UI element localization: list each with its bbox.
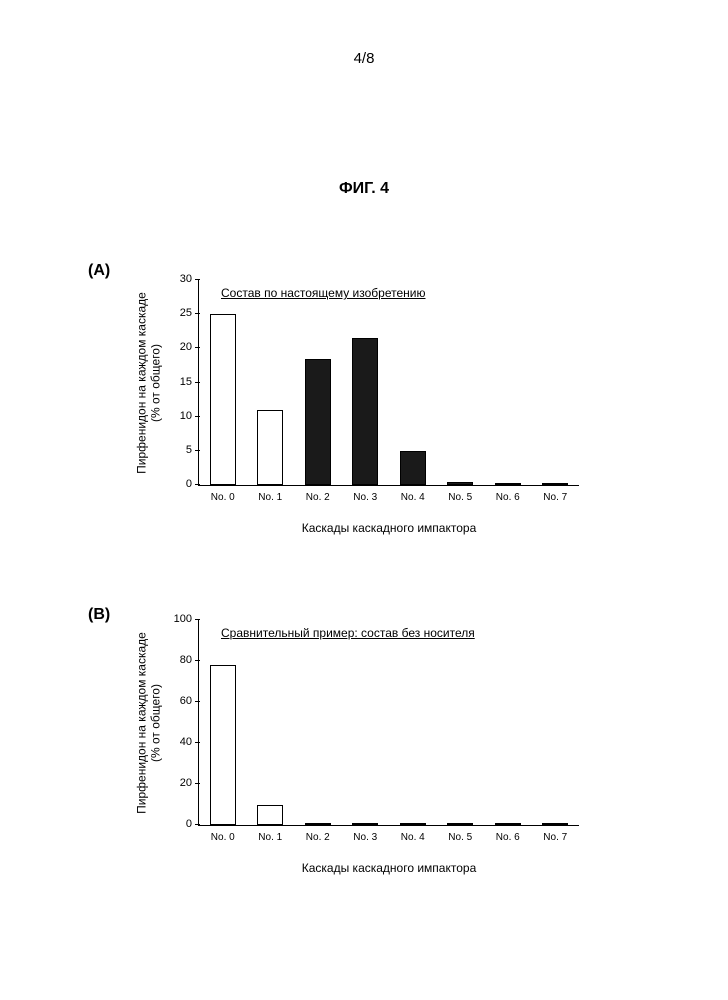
bar [210, 314, 236, 485]
xtick-label: No. 6 [496, 492, 520, 503]
chart-b-xlabel: Каскады каскадного импактора [302, 861, 477, 875]
xtick-label: No. 3 [353, 832, 377, 843]
ytick: 80 [164, 654, 192, 666]
panel-b-letter: (B) [88, 606, 110, 624]
bar [257, 805, 283, 826]
xtick-label: No. 7 [543, 832, 567, 843]
chart-b: Сравнительный пример: состав без носител… [198, 620, 579, 826]
bar [210, 665, 236, 825]
chart-a-title: Состав по настоящему изобретению [221, 286, 426, 300]
bar [305, 823, 331, 825]
chart-b-ylabel: Пирфенидон на каждом каскаде (% от общег… [135, 628, 164, 818]
xtick-label: No. 4 [401, 492, 425, 503]
bar [352, 338, 378, 485]
xtick-label: No. 2 [306, 832, 330, 843]
ytick: 20 [164, 777, 192, 789]
bar [542, 823, 568, 825]
chart-a-ylabel: Пирфенидон на каждом каскаде (% от общег… [135, 288, 164, 478]
xtick-label: No. 5 [448, 492, 472, 503]
ytick: 0 [164, 478, 192, 490]
bar [447, 482, 473, 485]
ytick: 10 [164, 410, 192, 422]
xtick-label: No. 0 [211, 832, 235, 843]
ytick: 60 [164, 695, 192, 707]
ytick: 15 [164, 376, 192, 388]
bar [495, 483, 521, 485]
chart-b-title: Сравнительный пример: состав без носител… [221, 626, 475, 640]
xtick-label: No. 1 [258, 832, 282, 843]
ytick: 25 [164, 307, 192, 319]
xtick-label: No. 4 [401, 832, 425, 843]
bar [400, 823, 426, 825]
xtick-label: No. 1 [258, 492, 282, 503]
ytick: 5 [164, 444, 192, 456]
xtick-label: No. 0 [211, 492, 235, 503]
chart-a: Состав по настоящему изобретению Пирфени… [198, 280, 579, 486]
ytick: 40 [164, 736, 192, 748]
xtick-label: No. 6 [496, 832, 520, 843]
figure-title: ФИГ. 4 [339, 180, 389, 198]
xtick-label: No. 3 [353, 492, 377, 503]
page-number: 4/8 [354, 50, 375, 67]
bar [447, 823, 473, 825]
xtick-label: No. 7 [543, 492, 567, 503]
page: 4/8 ФИГ. 4 (A) (B) Состав по настоящему … [0, 0, 728, 1000]
ytick: 100 [164, 613, 192, 625]
bar [495, 823, 521, 825]
xtick-label: No. 5 [448, 832, 472, 843]
chart-a-xlabel: Каскады каскадного импактора [302, 521, 477, 535]
bar [542, 483, 568, 485]
panel-a-letter: (A) [88, 262, 110, 280]
bar [305, 359, 331, 485]
bar [257, 410, 283, 485]
xtick-label: No. 2 [306, 492, 330, 503]
ytick: 0 [164, 818, 192, 830]
ytick: 30 [164, 273, 192, 285]
bar [400, 451, 426, 485]
ytick: 20 [164, 341, 192, 353]
bar [352, 823, 378, 825]
